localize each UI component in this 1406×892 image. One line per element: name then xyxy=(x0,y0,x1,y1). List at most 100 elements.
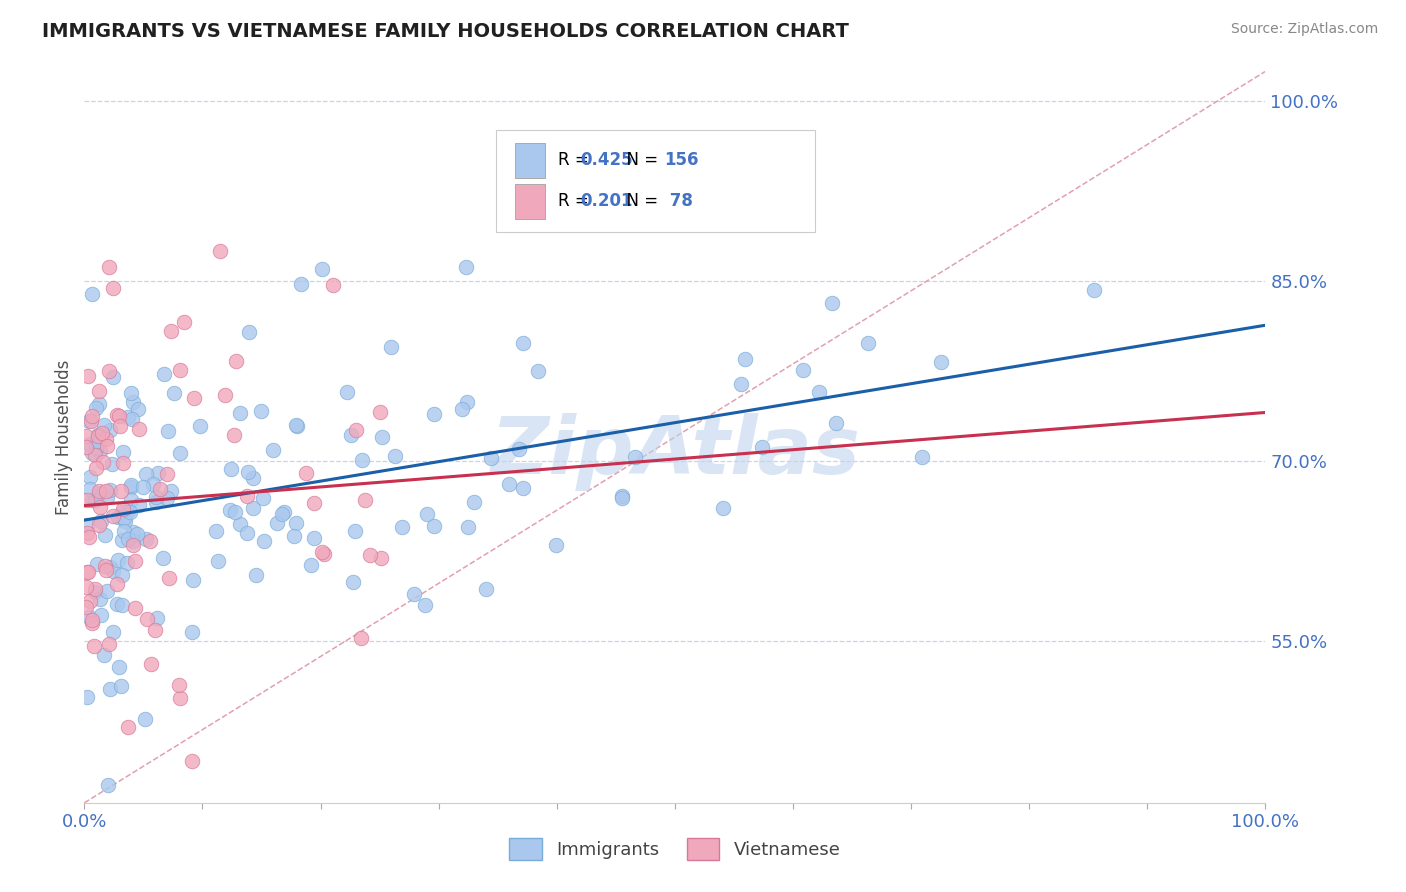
Point xyxy=(105,597,128,611)
Point xyxy=(402,587,425,601)
Point xyxy=(312,547,335,561)
Point xyxy=(242,471,264,485)
Text: ZipAtlas: ZipAtlas xyxy=(489,413,860,491)
Point xyxy=(76,565,98,579)
Point xyxy=(284,516,307,530)
Point xyxy=(87,397,110,411)
Point xyxy=(169,690,191,705)
Point xyxy=(97,778,120,792)
Point xyxy=(354,492,377,507)
Point xyxy=(93,648,115,662)
Point xyxy=(792,363,814,377)
Point xyxy=(110,418,132,433)
Point xyxy=(188,419,211,434)
Point xyxy=(229,406,252,420)
Point xyxy=(167,677,190,691)
Point xyxy=(117,720,139,734)
Point xyxy=(181,574,204,588)
Point xyxy=(111,456,134,470)
Point xyxy=(824,416,846,430)
Point xyxy=(380,339,402,353)
Point xyxy=(76,566,98,580)
Point xyxy=(156,467,179,481)
Point xyxy=(391,519,413,533)
Point xyxy=(294,467,316,481)
Point xyxy=(101,369,124,384)
Point xyxy=(89,500,111,514)
Point xyxy=(117,532,139,546)
Point xyxy=(479,450,502,465)
Point xyxy=(416,508,439,522)
Point xyxy=(370,551,392,566)
Point xyxy=(219,503,242,517)
Point xyxy=(384,449,406,463)
Point xyxy=(135,467,157,481)
Point xyxy=(120,386,142,401)
Point xyxy=(311,261,333,276)
Point xyxy=(236,489,259,503)
Point xyxy=(163,386,186,401)
Point xyxy=(145,495,167,509)
Point xyxy=(301,558,323,573)
Point xyxy=(214,388,236,402)
Text: IMMIGRANTS VS VIETNAMESE FAMILY HOUSEHOLDS CORRELATION CHART: IMMIGRANTS VS VIETNAMESE FAMILY HOUSEHOL… xyxy=(42,22,849,41)
Point xyxy=(101,624,124,639)
Point xyxy=(339,428,361,442)
Point xyxy=(94,563,117,577)
Point xyxy=(101,564,124,578)
Point xyxy=(156,491,179,506)
Point xyxy=(98,681,121,696)
Point xyxy=(128,499,150,513)
Point xyxy=(96,433,118,447)
Point xyxy=(343,524,366,538)
Point xyxy=(359,548,381,562)
Point xyxy=(83,582,105,596)
Point xyxy=(108,409,131,424)
Point xyxy=(238,326,260,340)
Point xyxy=(87,429,110,443)
Point xyxy=(236,466,259,480)
Point xyxy=(751,440,773,454)
Point xyxy=(115,557,138,571)
Point xyxy=(89,591,111,606)
Point xyxy=(117,504,139,518)
Point xyxy=(83,640,105,654)
Point xyxy=(89,486,111,500)
Point xyxy=(245,567,267,582)
Point xyxy=(122,524,145,539)
Point xyxy=(285,417,308,432)
Point xyxy=(208,244,231,259)
Point xyxy=(86,434,108,448)
Point xyxy=(350,632,373,646)
Point xyxy=(134,712,156,726)
Point xyxy=(423,408,446,422)
Point xyxy=(370,430,392,444)
Point xyxy=(105,577,128,591)
Point xyxy=(249,404,271,418)
Point xyxy=(153,367,176,381)
Point xyxy=(128,422,150,436)
Point xyxy=(118,505,141,519)
Point xyxy=(344,423,367,437)
Point xyxy=(304,531,326,545)
Point xyxy=(142,476,165,491)
Point xyxy=(152,550,174,565)
Point xyxy=(219,461,242,475)
Point xyxy=(107,553,129,567)
Point xyxy=(132,480,155,494)
Point xyxy=(112,511,135,525)
Point xyxy=(101,458,124,472)
Point xyxy=(94,484,117,499)
Point xyxy=(75,429,97,443)
Point xyxy=(82,287,104,301)
Point xyxy=(122,538,145,552)
Point xyxy=(423,518,446,533)
Point xyxy=(169,362,191,376)
Point xyxy=(122,394,145,409)
Point xyxy=(91,425,114,440)
Text: 0.425: 0.425 xyxy=(581,152,633,169)
Point xyxy=(93,527,115,541)
Y-axis label: Family Households: Family Households xyxy=(55,359,73,515)
Point xyxy=(76,526,98,541)
Point xyxy=(1083,284,1105,298)
